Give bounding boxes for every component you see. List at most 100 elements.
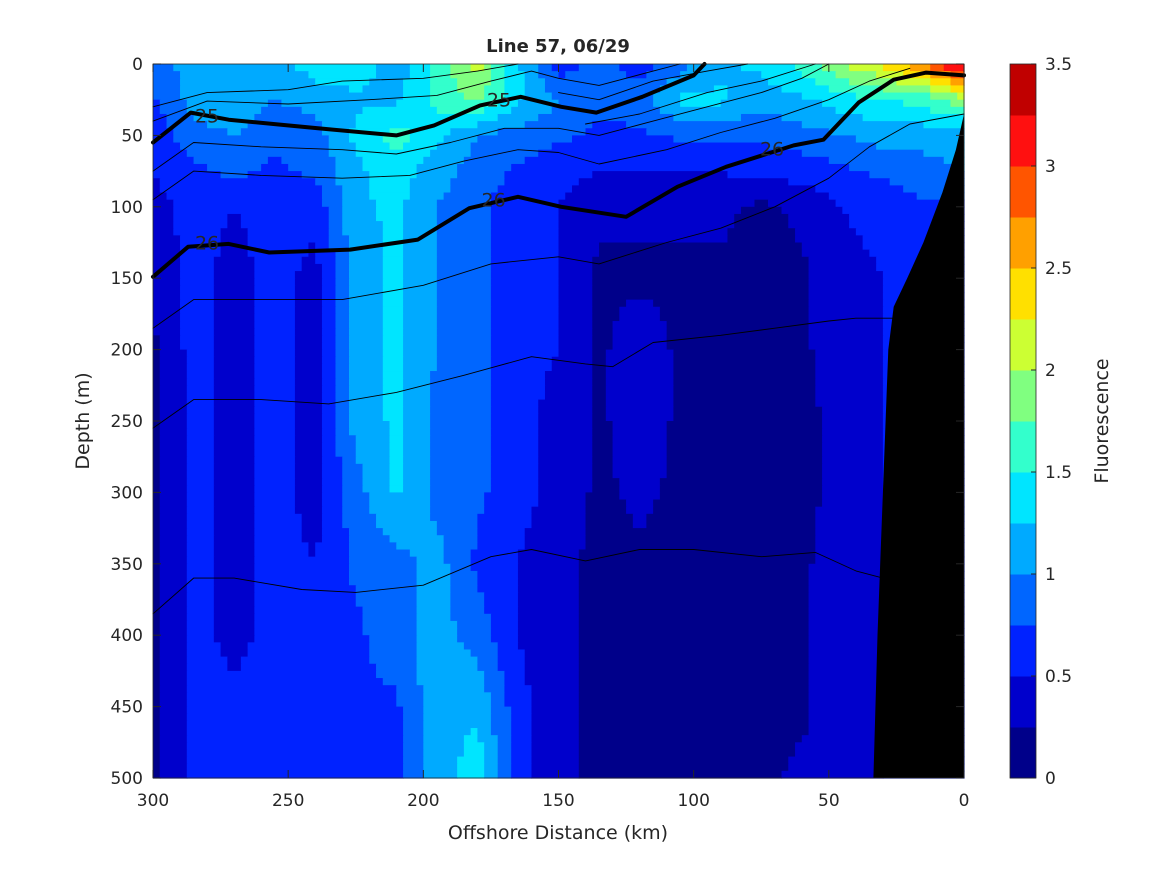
contour-cell [254,556,350,565]
contour-cell [423,756,458,765]
contour-cell [335,271,350,279]
contour-cell [342,185,370,194]
contour-cell [159,563,188,572]
contour-cell [666,442,823,451]
contour-cell [822,449,884,458]
contour-cell [578,656,810,665]
contour-cell [321,306,337,315]
contour-cell [294,292,323,301]
contour-cell [153,221,174,229]
contour-cell [592,342,614,351]
contour-cell [153,642,161,651]
contour-cell [605,399,674,408]
contour-cell [186,663,228,672]
contour-cell [808,713,884,722]
density-contour-thick [151,70,966,279]
contour-cell [430,71,451,79]
contour-cell [294,470,323,479]
colorbar-tick-label: 0 [1045,769,1056,789]
contour-cell [511,163,850,172]
contour-cell [369,185,411,194]
contour-cell [727,92,803,101]
contour-cell [558,249,600,258]
contour-cell [403,770,424,779]
contour-cell [240,128,323,136]
contour-cell [430,392,492,401]
contour-cell [213,356,255,365]
y-tick-label: 50 [121,126,143,146]
contour-cell [490,263,560,272]
contour-cell [930,64,945,72]
contour-cell [159,635,188,643]
contour-cell [382,385,404,394]
contour-cell [301,520,323,529]
contour-cell [531,763,580,772]
contour-cell [659,313,810,322]
contour-cell [348,528,384,536]
contour-cell [403,406,431,415]
contour-cell [490,278,560,286]
contour-cell [389,421,404,429]
contour-cell [159,685,188,693]
contour-cell [517,578,580,586]
contour-cell [653,499,823,508]
contour-cell [436,528,478,536]
contour-cell [186,620,215,629]
contour-cell [362,470,391,479]
contour-cell [213,342,255,351]
contour-cell [321,478,343,486]
contour-cell [517,635,580,643]
contour-cell [666,335,810,344]
contour-cell [490,335,560,344]
contour-cell [213,606,255,615]
contour-cell [186,421,215,429]
contour-cell [213,421,255,429]
contour-cell [254,335,296,344]
contour-cell [673,413,823,422]
contour-cell [254,321,296,329]
contour-cell [666,435,823,444]
contour-cell [490,342,560,351]
contour-cell [159,106,188,115]
contour-cell [403,399,431,408]
contour-cell [186,149,330,158]
colorbar-swatch [1010,574,1036,626]
contour-cell [403,349,438,358]
contour-cell [815,535,884,543]
contour-cell [612,428,668,436]
contour-cell [207,163,262,172]
contour-cell [403,278,438,286]
contour-cell [592,121,627,129]
contour-cell [335,378,350,386]
contour-cell [348,299,384,308]
contour-cell [180,313,215,322]
contour-cell [497,649,526,658]
contour-cell [403,271,438,279]
contour-cell [768,142,877,151]
contour-cell [348,321,384,329]
colorbar-label: Fluorescence [1091,358,1113,483]
contour-cell [436,278,492,286]
contour-cell [443,135,478,144]
contour-cell [592,421,614,429]
contour-cell [612,463,668,472]
contour-cell [605,349,674,358]
contour-cell [930,85,952,94]
contour-cell [578,549,816,558]
contour-cell [376,213,404,222]
contour-cell [653,506,816,515]
contour-cell [348,278,384,286]
contour-cell [416,656,478,665]
contour-cell [781,85,830,94]
contour-cell [585,535,816,543]
contour-cell [362,628,418,636]
contour-cell [490,392,546,401]
contour-cell [335,328,350,336]
contour-cell [477,528,526,536]
contour-cell [524,663,580,672]
contour-cell [558,221,735,229]
contour-cell [294,478,323,486]
contour-cell [362,156,424,165]
contour-cell [254,578,350,586]
contour-cell [578,749,796,758]
